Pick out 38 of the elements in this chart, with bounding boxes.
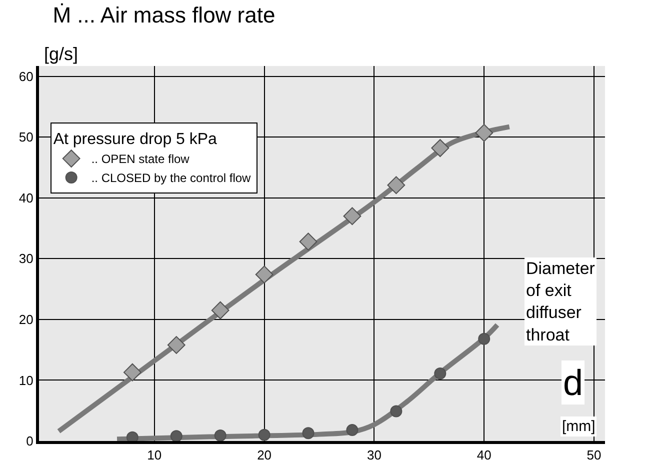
- x-tick-label: 30: [366, 448, 382, 463]
- chart-title: Ṁ ... Air mass flow rate: [52, 2, 276, 28]
- point: [258, 428, 270, 441]
- legend-label: .. OPEN state flow: [91, 152, 190, 166]
- legend-label: .. CLOSED by the control flow: [91, 171, 252, 186]
- y-tick-label: 10: [18, 372, 34, 388]
- point: [475, 124, 494, 142]
- point: [211, 301, 230, 320]
- annotation: d: [563, 362, 584, 403]
- x-tick-label: 50: [586, 448, 602, 463]
- point: [390, 405, 402, 418]
- point: [434, 368, 446, 380]
- y-tick-label: 20: [18, 312, 34, 327]
- x-axis-title: Diameter of exit diffuser throat: [526, 259, 596, 344]
- point: [431, 139, 450, 157]
- y-tick-label: 0: [26, 434, 34, 449]
- y-tick-label: 30: [18, 251, 34, 266]
- point: [387, 176, 406, 194]
- x-tick-label: 10: [147, 448, 162, 463]
- x-tick-label: 20: [257, 448, 272, 463]
- point: [167, 336, 186, 354]
- x-tick-label: 40: [476, 448, 492, 463]
- point: [343, 207, 362, 226]
- point: [214, 430, 226, 441]
- point: [302, 427, 314, 440]
- y-tick-label: 40: [18, 190, 34, 206]
- annotation: [mm]: [562, 418, 596, 435]
- legend-title: At pressure drop 5 kPa: [53, 131, 218, 148]
- point: [126, 431, 138, 441]
- y-tick-label: 60: [18, 68, 34, 84]
- y-axis-title: [g/s]: [44, 44, 78, 64]
- point: [170, 430, 182, 441]
- point: [478, 332, 490, 345]
- y-tick-label: 50: [18, 130, 34, 145]
- point: [299, 232, 318, 251]
- point: [346, 424, 358, 436]
- point: [123, 363, 142, 382]
- point: [255, 266, 274, 284]
